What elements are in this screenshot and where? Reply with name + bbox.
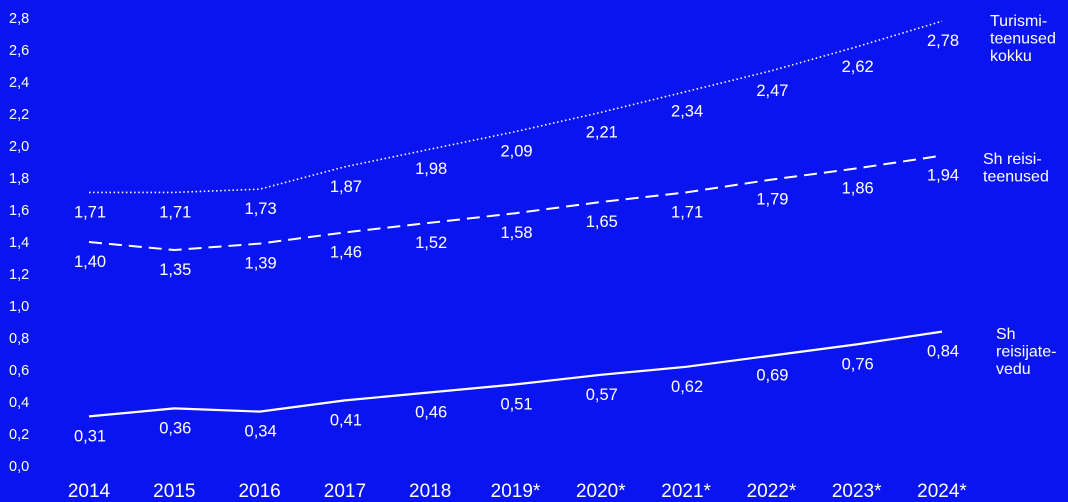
data-label: 0,36: [159, 419, 191, 437]
x-tick-label: 2024*: [917, 481, 967, 502]
data-label: 0,31: [74, 427, 106, 445]
y-tick-label: 0,0: [9, 459, 29, 475]
data-label: 0,62: [671, 378, 703, 396]
series-line-solid: [88, 330, 943, 418]
y-tick-label: 1,6: [9, 203, 29, 219]
data-label: 1,98: [415, 160, 447, 178]
y-axis-ticks: 0,0 0,2 0,4 0,6 0,8 1,0 1,2 1,4 1,6 1,8 2,0 2,2 2,4 2…: [9, 11, 29, 475]
y-tick-label: 2,6: [9, 43, 29, 59]
y-tick-label: 0,8: [9, 331, 29, 347]
series-lines: [88, 20, 943, 418]
y-tick-label: 2,4: [9, 75, 29, 91]
x-tick-label: 2018: [409, 481, 451, 502]
y-tick-label: 2,0: [9, 139, 29, 155]
y-tick-label: 2,2: [9, 107, 29, 123]
x-tick-label: 2020*: [576, 481, 626, 502]
series-line-dotted: [89, 20, 943, 194]
data-label: 1,35: [159, 261, 191, 279]
data-label: 2,47: [756, 82, 788, 100]
y-tick-label: 2,8: [9, 11, 29, 27]
data-label: 2,62: [842, 58, 874, 76]
data-label: 1,79: [756, 191, 788, 209]
data-label: 0,69: [756, 367, 788, 385]
data-label: 2,34: [671, 103, 703, 121]
data-label: 1,65: [586, 213, 618, 231]
y-tick-label: 1,4: [9, 235, 29, 251]
data-label: 1,86: [842, 179, 874, 197]
data-label: 2,78: [927, 32, 959, 50]
series-label: reisijate-: [996, 344, 1056, 361]
x-tick-label: 2021*: [661, 481, 711, 502]
y-tick-label: 0,2: [9, 427, 29, 443]
series-label: Sh reisi-: [983, 151, 1042, 168]
data-label: 0,46: [415, 403, 447, 421]
y-tick-label: 1,2: [9, 267, 29, 283]
y-tick-label: 1,8: [9, 171, 29, 187]
series-label: vedu: [996, 361, 1031, 378]
series-label: Sh: [996, 326, 1016, 343]
data-label: 0,84: [927, 343, 959, 361]
data-label: 1,71: [74, 203, 106, 221]
data-label: 1,71: [671, 203, 703, 221]
data-label: 0,51: [500, 395, 532, 413]
data-label: 0,41: [330, 411, 362, 429]
x-tick-label: 2016: [238, 481, 280, 502]
x-tick-label: 2019*: [491, 481, 541, 502]
x-tick-label: 2017: [324, 481, 366, 502]
series-line-dashed: [88, 154, 943, 251]
series-label: kokku: [990, 48, 1032, 65]
series-label: teenused: [990, 31, 1056, 48]
data-label: 0,57: [586, 386, 618, 404]
data-label: 1,73: [245, 200, 277, 218]
y-tick-label: 1,0: [9, 299, 29, 315]
data-label: 1,52: [415, 234, 447, 252]
data-labels: 1,71 1,71 1,73 1,87 1,98 2,09 2,21 2,34 2,47 2,62…: [74, 32, 959, 445]
series-label: Turismi-: [990, 13, 1047, 30]
data-label: 2,21: [586, 123, 618, 141]
series-label: teenused: [983, 169, 1049, 186]
data-label: 1,71: [159, 203, 191, 221]
y-tick-label: 0,4: [9, 395, 29, 411]
x-tick-label: 2015: [153, 481, 195, 502]
data-label: 1,94: [927, 167, 959, 185]
data-label: 1,87: [330, 178, 362, 196]
data-label: 1,39: [245, 255, 277, 273]
data-label: 0,34: [245, 423, 277, 441]
x-tick-label: 2022*: [747, 481, 797, 502]
data-label: 2,09: [500, 143, 532, 161]
data-label: 0,76: [842, 355, 874, 373]
data-label: 1,58: [500, 224, 532, 242]
x-tick-label: 2023*: [832, 481, 882, 502]
data-label: 1,40: [74, 253, 106, 271]
data-label: 1,46: [330, 243, 362, 261]
x-axis-ticks: 2014 2015 2016 2017 2018 2019* 2020* 2021* 2022*…: [68, 481, 968, 502]
y-tick-label: 0,6: [9, 363, 29, 379]
x-tick-label: 2014: [68, 481, 111, 502]
